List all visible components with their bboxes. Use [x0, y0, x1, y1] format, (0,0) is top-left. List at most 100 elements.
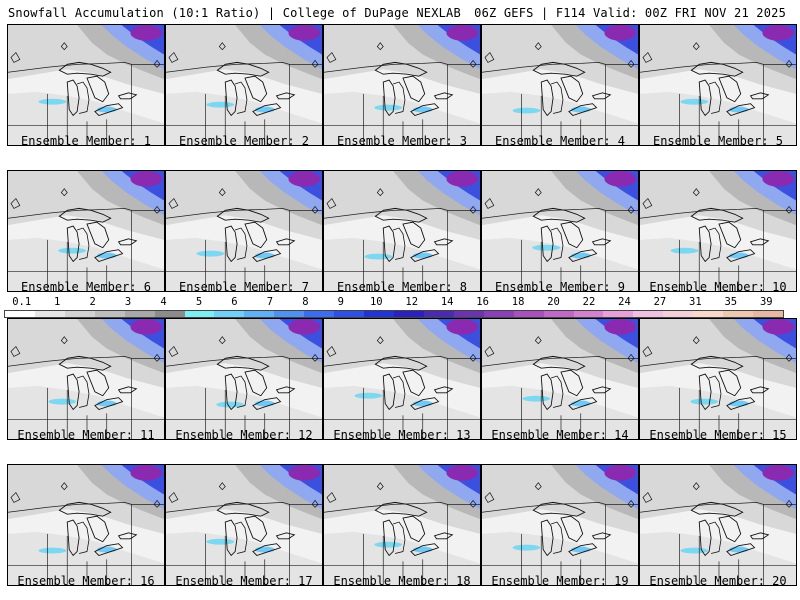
ensemble-member-map [323, 24, 481, 146]
colorbar-tick-label: 0.1 [12, 296, 32, 308]
snowfall-map [8, 25, 164, 145]
snowfall-map [640, 171, 796, 291]
ensemble-member-label: Ensemble Member: 3 [336, 134, 468, 148]
colorbar-tick-label: 16 [476, 296, 489, 308]
snowfall-shading [762, 465, 795, 481]
colorbar-swatch [184, 311, 215, 317]
ensemble-member-label: Ensemble Member: 18 [333, 574, 471, 588]
colorbar-swatch [334, 311, 365, 317]
snowfall-map [640, 319, 796, 439]
snowfall-shading [522, 395, 551, 402]
colorbar-tick-label: 39 [759, 296, 773, 308]
snowfall-shading [8, 237, 164, 291]
ensemble-member-label: Ensemble Member: 17 [175, 574, 313, 588]
snowfall-shading [640, 531, 796, 585]
snowfall-colorbar [4, 310, 784, 318]
snowfall-shading [288, 25, 321, 41]
colorbar-tick-label: 1 [54, 296, 61, 308]
colorbar-tick-label: 6 [231, 296, 238, 308]
ensemble-member-label: Ensemble Member: 13 [333, 428, 471, 442]
ensemble-member-label: Ensemble Member: 15 [649, 428, 787, 442]
ensemble-member-map [7, 464, 165, 586]
snowfall-shading [446, 171, 479, 187]
colorbar-swatch [244, 311, 275, 317]
snowfall-shading [482, 237, 638, 291]
colorbar-tick-label: 4 [160, 296, 167, 308]
snowfall-map [166, 25, 322, 145]
snowfall-shading [206, 101, 235, 108]
snowfall-shading [166, 531, 322, 585]
colorbar-swatch [393, 311, 424, 317]
colorbar-tick-label: 9 [337, 296, 344, 308]
snowfall-shading [604, 171, 637, 187]
ensemble-member-label: Ensemble Member: 16 [17, 574, 155, 588]
colorbar-tick-labels: 0.1 1 2 3 4 5 6 7 8 9 10 12 14 16 18 20 22 24 27 31 35 39 [4, 296, 784, 309]
snowfall-shading [288, 319, 321, 335]
snowfall-shading [38, 98, 67, 105]
ensemble-member-map [639, 318, 797, 440]
snowfall-shading [130, 25, 163, 41]
snowfall-shading [216, 401, 244, 408]
snowfall-map [166, 465, 322, 585]
colorbar-swatch [723, 311, 754, 317]
snowfall-map [482, 171, 638, 291]
ensemble-member-map [165, 170, 323, 292]
ensemble-member-map [165, 464, 323, 586]
snowfall-shading [364, 253, 393, 260]
colorbar-swatch [154, 311, 185, 317]
colorbar-swatch [603, 311, 634, 317]
colorbar-swatch [693, 311, 724, 317]
snowfall-shading [762, 171, 795, 187]
snowfall-shading [640, 91, 796, 145]
snowfall-shading [324, 91, 480, 145]
snowfall-map [482, 319, 638, 439]
ensemble-member-map [7, 170, 165, 292]
snowfall-map [640, 25, 796, 145]
ensemble-member-map [639, 170, 797, 292]
snowfall-shading [130, 171, 163, 187]
snowfall-shading [8, 385, 164, 439]
ensemble-member-label: Ensemble Member: 5 [652, 134, 784, 148]
snowfall-shading [640, 385, 796, 439]
snowfall-map [482, 25, 638, 145]
snowfall-shading [48, 398, 77, 405]
ensemble-member-map [639, 464, 797, 586]
ensemble-member-map [165, 318, 323, 440]
ensemble-member-map [481, 170, 639, 292]
ensemble-member-map [323, 170, 481, 292]
snowfall-shading [8, 531, 164, 585]
snowfall-shading [532, 244, 560, 251]
snowfall-map [640, 465, 796, 585]
colorbar-tick-label: 8 [302, 296, 309, 308]
ensemble-member-map [323, 318, 481, 440]
ensemble-member-label: Ensemble Member: 1 [20, 134, 152, 148]
snowfall-shading [482, 385, 638, 439]
ensemble-member-map [7, 318, 165, 440]
colorbar-swatch [5, 311, 35, 317]
snowfall-map [324, 171, 480, 291]
colorbar-swatch [753, 311, 783, 317]
colorbar-tick-label: 5 [195, 296, 203, 308]
snowfall-shading [446, 25, 479, 41]
snowfall-shading [446, 465, 479, 481]
snowfall-shading [762, 25, 795, 41]
model-run-valid-time: 06Z GEFS | F114 Valid: 00Z FRI NOV 21 20… [474, 6, 786, 20]
snowfall-shading [604, 465, 637, 481]
snowfall-shading [604, 319, 637, 335]
snowfall-shading [130, 319, 163, 335]
snowfall-shading [512, 544, 541, 551]
colorbar-tick-label: 2 [89, 296, 96, 308]
snowfall-map [324, 319, 480, 439]
colorbar-swatch [274, 311, 305, 317]
ensemble-member-map [481, 318, 639, 440]
ensemble-member-map [481, 24, 639, 146]
ensemble-member-label: Ensemble Member: 19 [491, 574, 629, 588]
snowfall-shading [482, 91, 638, 145]
colorbar-tick-label: 35 [724, 296, 738, 308]
colorbar-tick-label: 22 [582, 296, 596, 308]
colorbar-swatch [483, 311, 514, 317]
snowfall-shading [288, 171, 321, 187]
snowfall-shading [324, 237, 480, 291]
ensemble-member-map [165, 24, 323, 146]
snowfall-shading [762, 319, 795, 335]
